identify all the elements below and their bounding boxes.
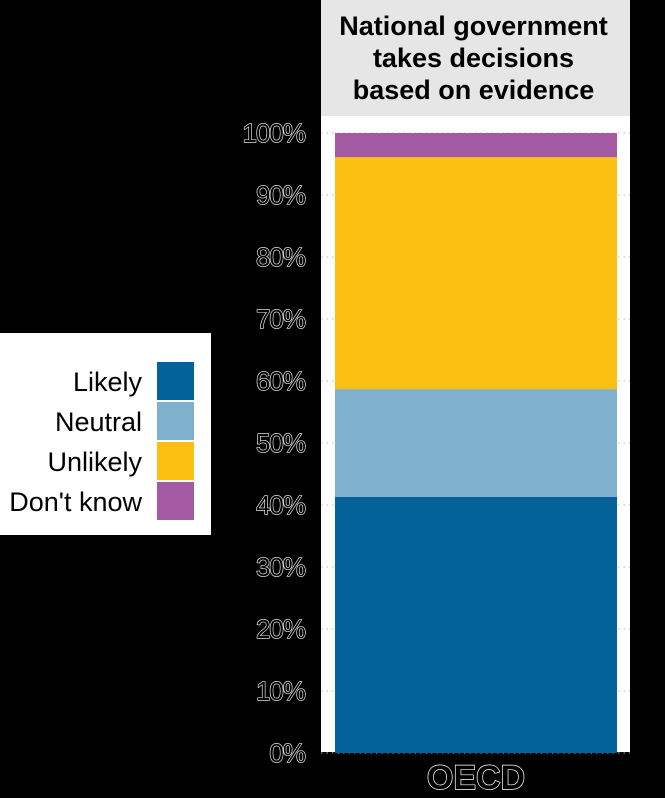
legend-swatch-unlikely (157, 442, 194, 480)
panel-title-line: takes decisions (373, 43, 574, 73)
legend-swatch-likely (157, 362, 194, 400)
legend-swatch-neutral (157, 402, 194, 440)
legend-label-neutral: Neutral (55, 407, 142, 437)
y-tick-label: 10% (256, 676, 306, 706)
legend-label-unlikely: Unlikely (47, 447, 142, 477)
y-tick-label: 100% (243, 118, 306, 148)
y-tick-label: 20% (256, 614, 306, 644)
x-category-label: OECD (427, 759, 525, 797)
y-tick-label: 70% (256, 304, 306, 334)
bar-segment-likely (335, 496, 617, 753)
y-tick-label: 80% (256, 242, 306, 272)
panel-title-line: National government (339, 11, 608, 41)
panel-title-line: based on evidence (353, 75, 595, 105)
legend-label-don-t-know: Don't know (9, 487, 142, 517)
y-tick-label: 30% (256, 552, 306, 582)
y-tick-label: 0% (269, 738, 305, 768)
bar-segment-unlikely (335, 157, 617, 390)
y-tick-label: 60% (256, 366, 306, 396)
y-tick-label: 40% (256, 490, 306, 520)
legend-label-likely: Likely (73, 367, 143, 397)
bar-segment-don-t-know (335, 133, 617, 158)
legend-swatch-don-t-know (157, 482, 194, 520)
bar-segment-neutral (335, 389, 617, 497)
y-tick-label: 50% (256, 428, 306, 458)
panel-strip (321, 0, 630, 116)
y-tick-label: 90% (256, 180, 306, 210)
